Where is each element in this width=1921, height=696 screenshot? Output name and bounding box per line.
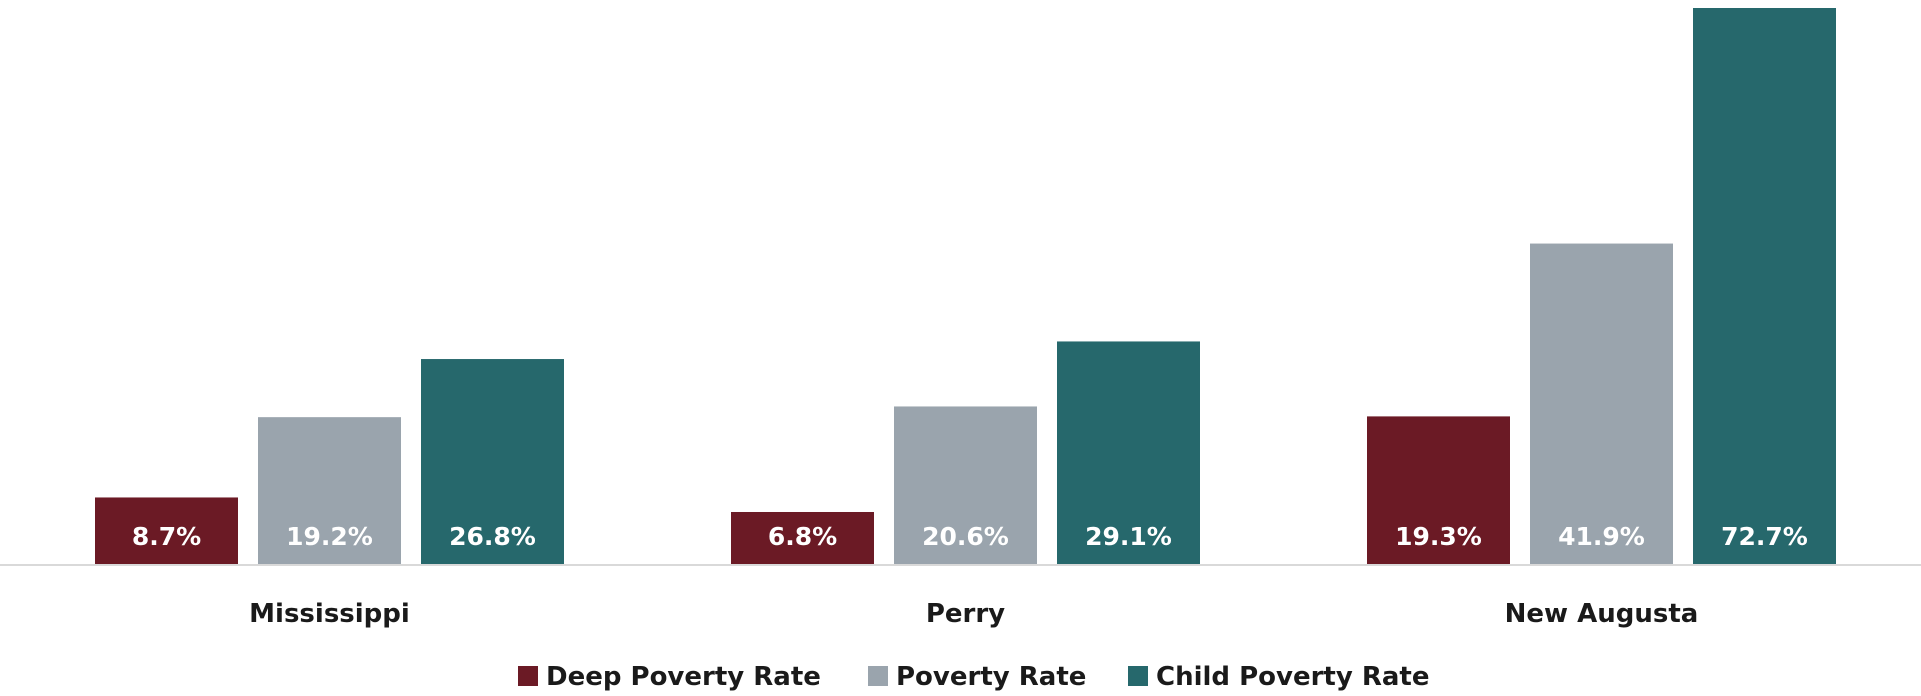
bar-mississippi-poverty-rate	[258, 417, 401, 564]
legend-swatch-deep-poverty-rate	[518, 666, 538, 686]
legend-swatch-poverty-rate	[868, 666, 888, 686]
bar-perry-deep-poverty-rate	[731, 511, 874, 564]
bar-perry-child-poverty-rate	[1057, 341, 1200, 564]
legend-label-deep-poverty-rate: Deep Poverty Rate	[546, 662, 821, 692]
data-label-new-augusta-deep-poverty-rate: 19.3%	[1395, 522, 1482, 551]
legend-swatch-child-poverty-rate	[1128, 666, 1148, 686]
data-label-new-augusta-child-poverty-rate: 72.7%	[1721, 522, 1808, 551]
category-labels: Mississippi Perry New Augusta	[249, 599, 1698, 629]
data-label-new-augusta-poverty-rate: 41.9%	[1558, 522, 1645, 551]
data-label-perry-deep-poverty-rate: 6.8%	[768, 522, 837, 551]
category-label-perry: Perry	[926, 599, 1005, 629]
legend: Deep Poverty Rate Poverty Rate Child Pover…	[518, 662, 1429, 692]
bar-new-augusta-poverty-rate	[1530, 243, 1673, 565]
data-label-mississippi-child-poverty-rate: 26.8%	[449, 522, 536, 551]
data-label-mississippi-deep-poverty-rate: 8.7%	[132, 522, 201, 551]
category-label-new-augusta: New Augusta	[1505, 599, 1699, 629]
data-label-mississippi-poverty-rate: 19.2%	[286, 522, 373, 551]
legend-label-poverty-rate: Poverty Rate	[896, 662, 1086, 692]
data-label-perry-child-poverty-rate: 29.1%	[1085, 522, 1172, 551]
data-label-perry-poverty-rate: 20.6%	[922, 522, 1009, 551]
legend-label-child-poverty-rate: Child Poverty Rate	[1156, 662, 1429, 692]
bar-mississippi-deep-poverty-rate	[95, 497, 238, 564]
category-label-mississippi: Mississippi	[249, 599, 410, 629]
bars-group: 8.7% 19.2% 26.8% 6.8% 20.6% 29.1% 19.3% 41.9% 72…	[95, 8, 1836, 565]
bar-mississippi-child-poverty-rate	[421, 359, 564, 564]
bar-perry-poverty-rate	[894, 406, 1037, 564]
bar-new-augusta-child-poverty-rate	[1693, 8, 1836, 564]
bar-new-augusta-deep-poverty-rate	[1367, 416, 1510, 564]
